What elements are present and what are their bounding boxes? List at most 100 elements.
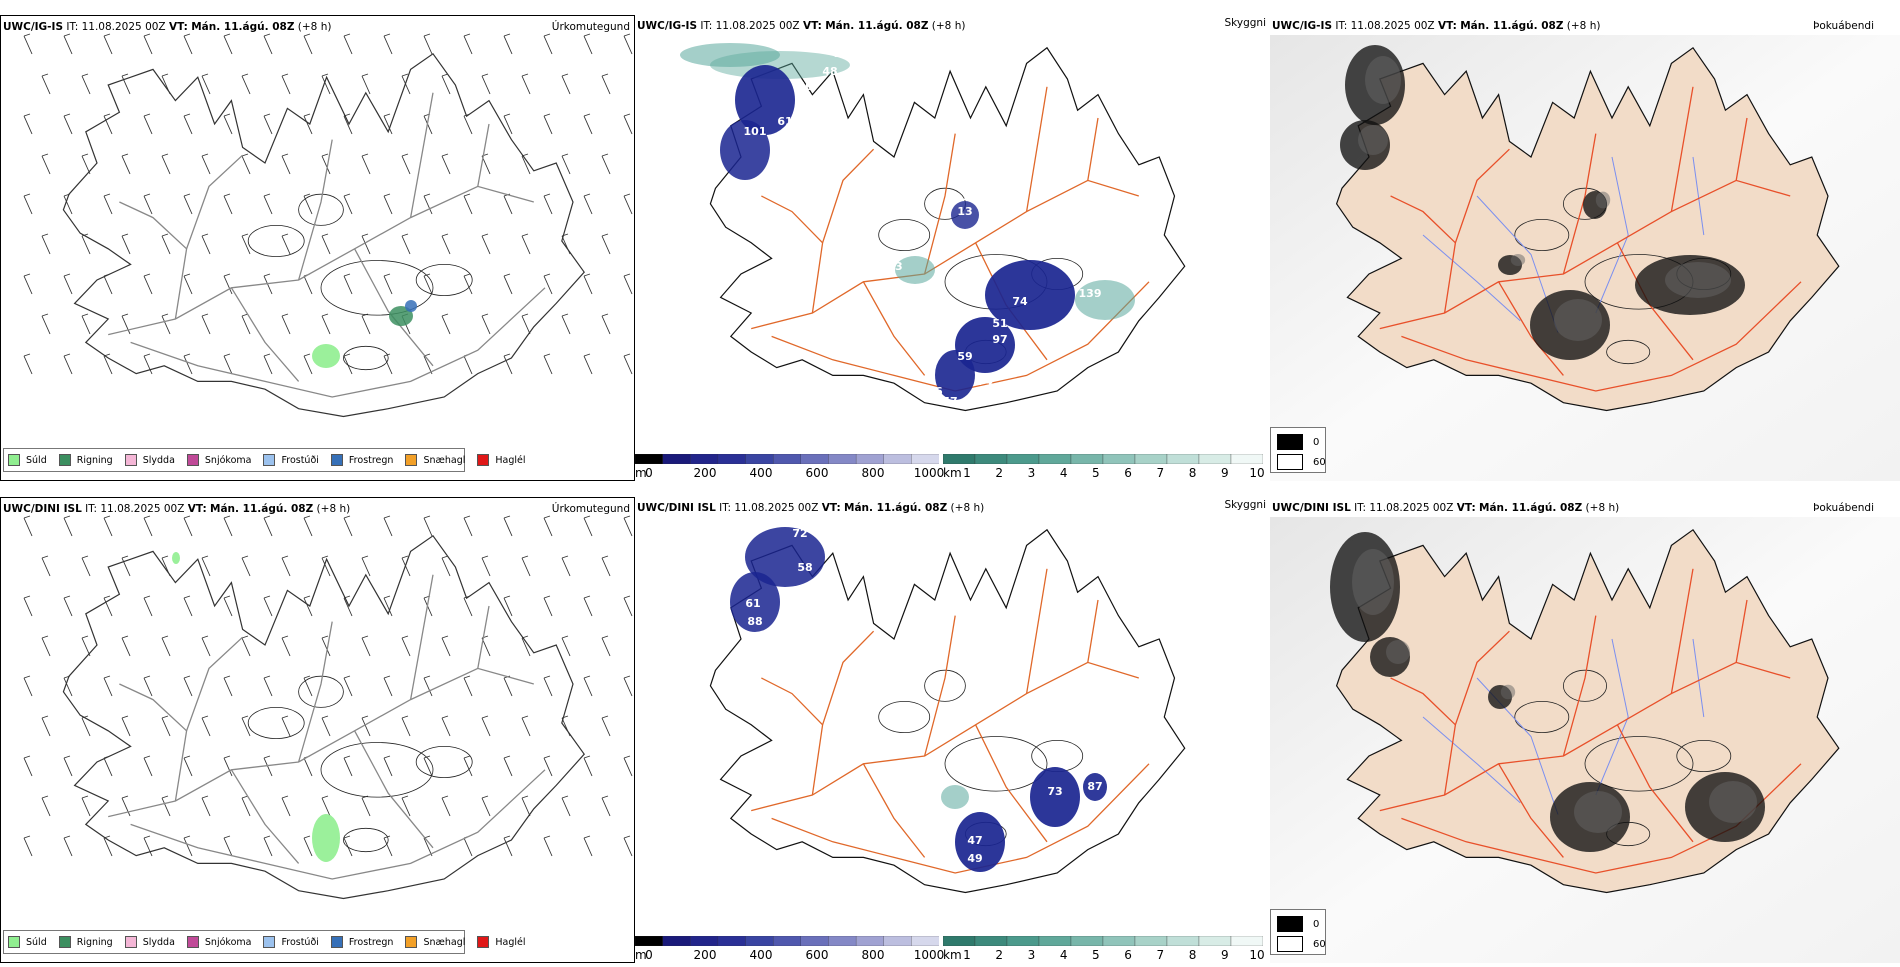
wind-barb-flag	[183, 835, 191, 839]
wind-barb	[201, 155, 211, 175]
wind-barb-flag	[281, 635, 289, 639]
ceiling-colorbar-segment	[745, 454, 774, 464]
glacier-outline	[342, 345, 389, 371]
wind-barb	[161, 315, 171, 335]
road	[751, 661, 1139, 812]
wind-barb-flag	[103, 595, 111, 599]
wind-barb	[41, 557, 51, 577]
wind-barb	[561, 797, 571, 817]
road	[354, 248, 434, 367]
road	[1087, 117, 1099, 181]
wind-barb	[321, 717, 331, 737]
ceiling-tick: 1000	[913, 948, 945, 962]
wind-barb-flag	[601, 313, 609, 317]
wind-barb	[503, 35, 513, 55]
wind-barb	[63, 677, 73, 697]
wind-barb-flag	[543, 595, 551, 599]
wind-barb-flag	[623, 835, 631, 839]
wind-barb-flag	[241, 555, 249, 559]
cloud-visibility-panel: UWC/DINI ISL IT: 11.08.2025 00Z VT: Mán.…	[635, 497, 1270, 963]
wind-barb-flag	[623, 595, 631, 599]
wind-barb-flag	[583, 353, 591, 357]
wind-barb	[63, 195, 73, 215]
wind-barb-flag	[303, 835, 311, 839]
vt-label: VT:	[821, 502, 841, 514]
wind-barb	[463, 837, 473, 857]
wind-barb-flag	[81, 233, 89, 237]
wind-barb	[201, 75, 211, 95]
wind-barb-flag	[41, 795, 49, 799]
wind-barb	[143, 275, 153, 295]
model-name: UWC/IG-IS	[637, 20, 698, 32]
wind-barb-flag	[201, 73, 209, 77]
wind-barb	[241, 637, 251, 657]
precip-type-panel: UWC/DINI ISL IT: 11.08.2025 00Z VT: Mán.…	[0, 497, 635, 963]
legend-swatch	[263, 454, 276, 466]
wind-barb-flag	[241, 233, 249, 237]
wind-barb-flag	[521, 555, 529, 559]
wind-barb-flag	[281, 795, 289, 799]
glacier-outline	[415, 745, 473, 778]
wind-barb	[601, 155, 611, 175]
wind-barb-flag	[303, 33, 311, 37]
wind-barb	[143, 115, 153, 135]
legend-item: Súld	[8, 454, 47, 466]
ceiling-tick: 400	[749, 948, 773, 962]
legend-item: Frostúði	[263, 454, 319, 466]
ceiling-colorbar-segment	[745, 936, 774, 946]
wind-barb	[23, 757, 33, 777]
wind-barb-flag	[361, 233, 369, 237]
wind-barb	[223, 597, 233, 617]
vt-value: Mán. 11.ágú. 08Z	[210, 503, 314, 515]
cloud-base-label: 10	[939, 245, 955, 258]
road	[923, 133, 956, 275]
wind-barb	[281, 155, 291, 175]
wind-barb	[441, 797, 451, 817]
wind-barb	[383, 35, 393, 55]
wind-barb	[81, 637, 91, 657]
wind-barb	[463, 757, 473, 777]
wind-barb-flag	[543, 755, 551, 759]
wind-barb	[441, 557, 451, 577]
glacier-outline	[247, 706, 305, 739]
wind-barb-flag	[183, 273, 191, 277]
wind-barb	[241, 797, 251, 817]
wind-barb-flag	[601, 233, 609, 237]
wind-barb-flag	[281, 715, 289, 719]
wind-barb-flag	[183, 755, 191, 759]
fog-legend-black-swatch	[1277, 434, 1303, 450]
wind-barb	[161, 155, 171, 175]
wind-barb	[183, 35, 193, 55]
wind-barb-flag	[601, 153, 609, 157]
wind-barb-flag	[81, 635, 89, 639]
wind-barb	[321, 557, 331, 577]
wind-barb	[623, 757, 633, 777]
wind-barb-flag	[521, 715, 529, 719]
wind-barb-flag	[343, 835, 351, 839]
cloud-base-label: 61	[745, 597, 760, 610]
wind-barb-flag	[281, 233, 289, 237]
wind-barb	[143, 195, 153, 215]
wind-barb	[423, 115, 433, 135]
wind-barb-flag	[263, 193, 271, 197]
wind-barb-flag	[41, 715, 49, 719]
wind-barb	[601, 717, 611, 737]
wind-barb	[423, 275, 433, 295]
fog-legend-high: 60	[1313, 938, 1326, 950]
iceland-wind-map	[23, 515, 633, 900]
wind-barb-flag	[583, 193, 591, 197]
wind-barb	[41, 717, 51, 737]
wind-barb	[623, 837, 633, 857]
visibility-colorbar-segment	[1038, 454, 1072, 464]
wind-barb-flag	[521, 233, 529, 237]
legend-label: Slydda	[142, 454, 175, 466]
wind-barb	[121, 637, 131, 657]
wind-barb	[543, 597, 553, 617]
lead-time: (+8 h)	[316, 503, 351, 515]
wind-barb-flag	[463, 515, 471, 519]
wind-barb	[183, 517, 193, 537]
glacier-outline	[415, 263, 473, 296]
wind-barb	[503, 757, 513, 777]
legend-item: Frostregn	[330, 936, 393, 948]
